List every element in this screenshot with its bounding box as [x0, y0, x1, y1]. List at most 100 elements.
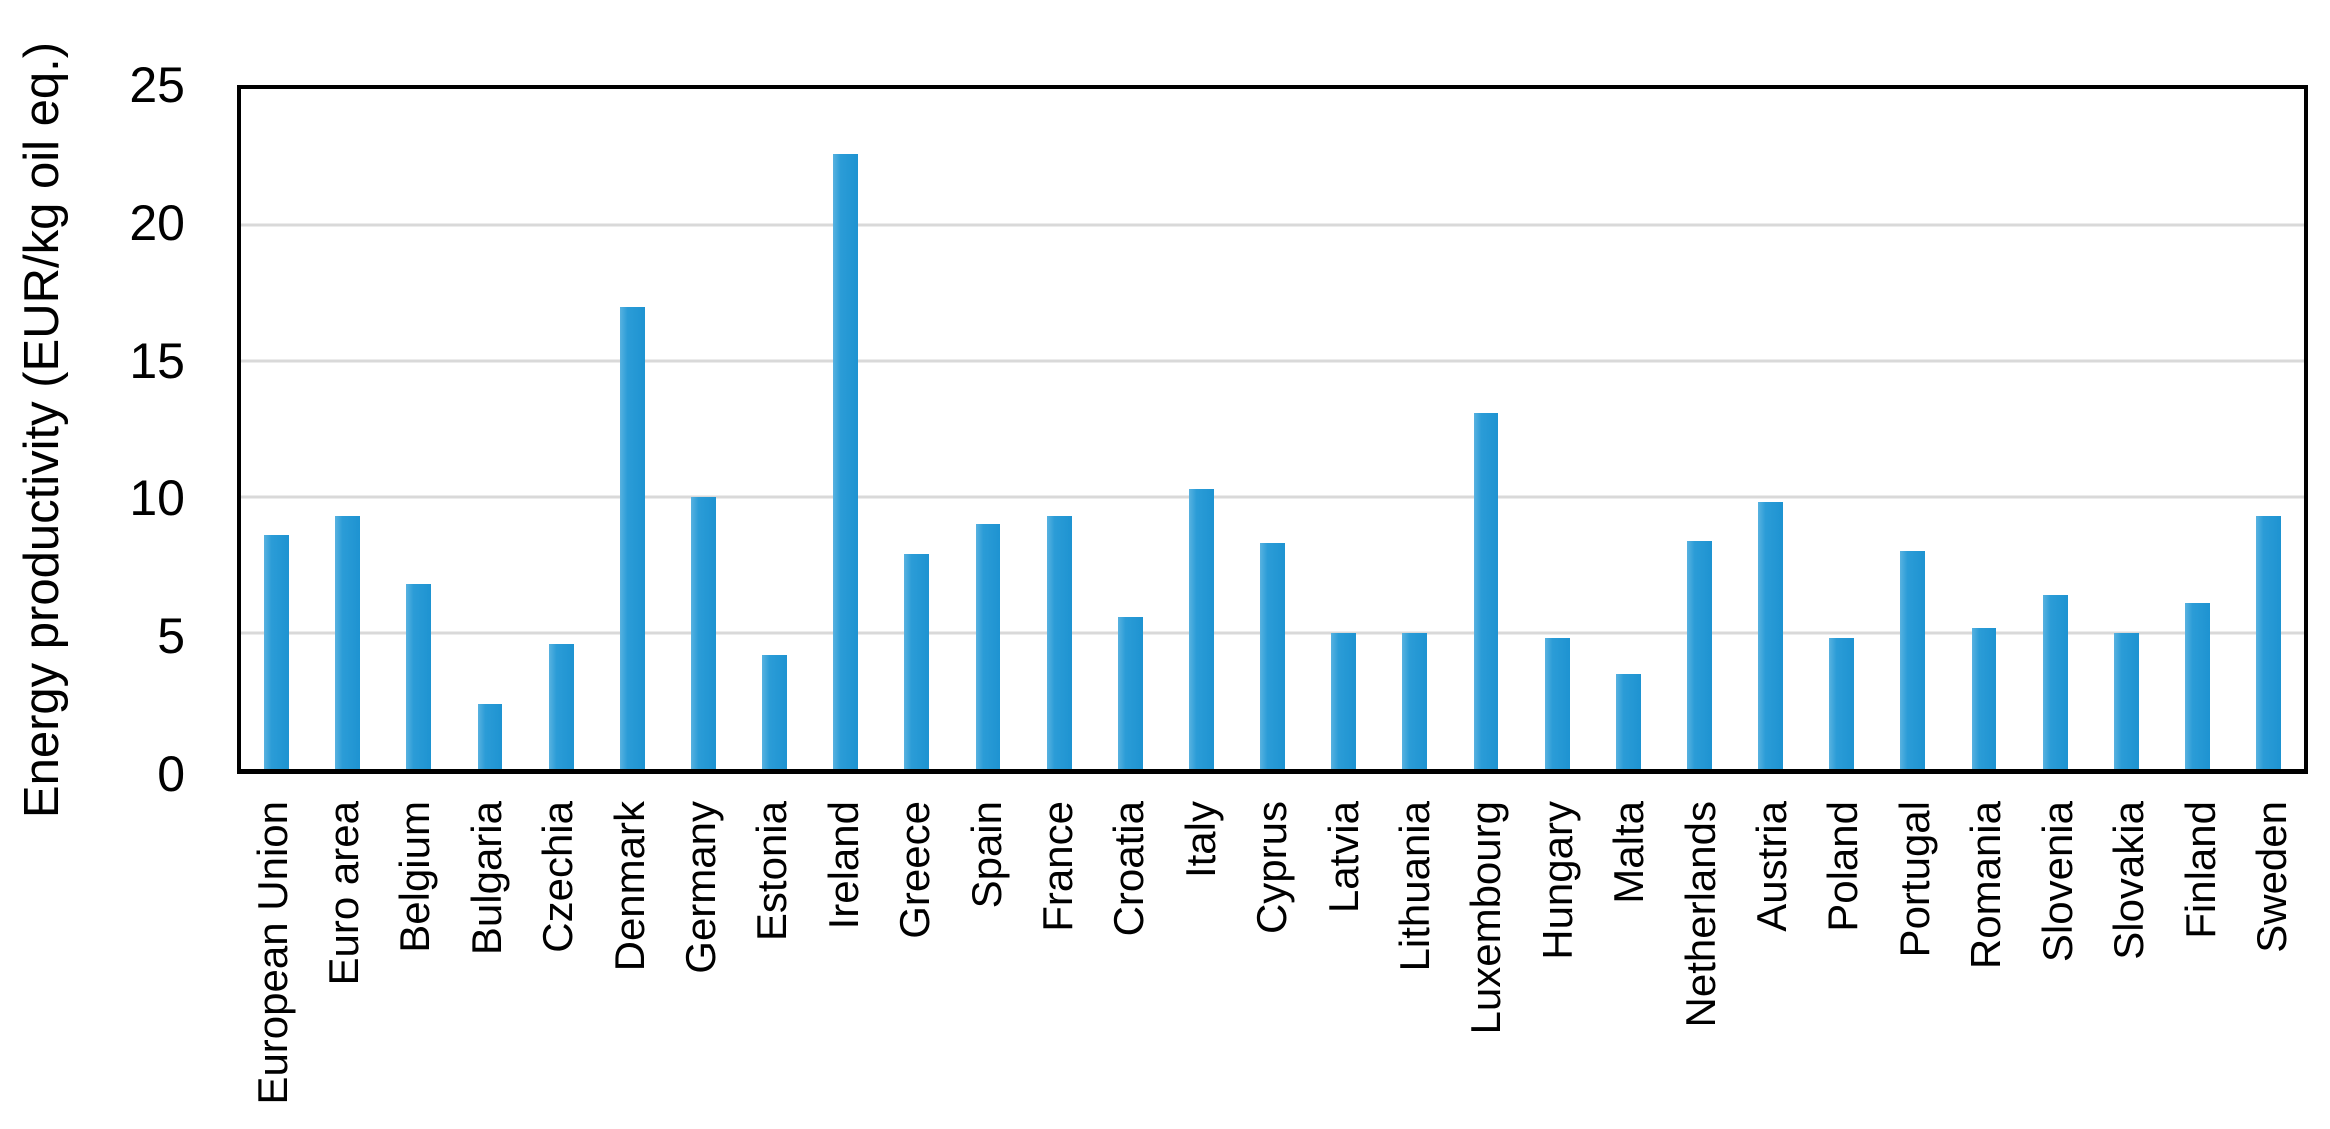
bar-slot-hungary	[1522, 89, 1593, 769]
bar-slot-slovenia	[2020, 89, 2091, 769]
bar-slot-malta	[1593, 89, 1664, 769]
bar-germany	[690, 497, 716, 769]
x-label-netherlands: Netherlands	[1676, 801, 1724, 1028]
bar-austria	[1758, 502, 1783, 769]
bar-slot-sweden	[2233, 89, 2304, 769]
gridline-10	[241, 495, 2304, 499]
x-label-cell-cyprus: Cyprus	[1237, 801, 1308, 1129]
bar-finland	[2184, 603, 2210, 769]
x-label-cell-luxembourg: Luxembourg	[1451, 801, 1522, 1129]
y-tick-label-10: 10	[129, 470, 185, 527]
x-label-cell-malta: Malta	[1594, 801, 1665, 1129]
x-label-cell-sweden: Sweden	[2236, 801, 2307, 1129]
bar-ireland	[833, 154, 859, 769]
x-label-cell-european-union: European Union	[237, 801, 308, 1129]
bar-slot-france	[1024, 89, 1095, 769]
y-tick-label-25: 25	[129, 57, 185, 113]
x-label-cell-ireland: Ireland	[808, 801, 879, 1129]
x-label-cell-hungary: Hungary	[1522, 801, 1593, 1129]
x-label-cell-denmark: Denmark	[594, 801, 665, 1129]
x-label-slovenia: Slovenia	[2033, 801, 2081, 963]
bar-czechia	[548, 643, 574, 769]
y-tick-label-20: 20	[129, 194, 185, 251]
plot-area	[237, 85, 2308, 774]
x-label-sweden: Sweden	[2247, 801, 2295, 953]
bar-slot-italy	[1166, 89, 1237, 769]
y-axis-tick-labels: 0 5 10 15 20 25	[0, 60, 185, 799]
x-label-croatia: Croatia	[1105, 801, 1153, 937]
x-label-lithuania: Lithuania	[1391, 801, 1439, 972]
bar-slot-finland	[2162, 89, 2233, 769]
x-label-luxembourg: Luxembourg	[1462, 801, 1510, 1035]
x-label-portugal: Portugal	[1890, 801, 1938, 958]
bar-lithuania	[1402, 633, 1428, 769]
bars-layer	[241, 89, 2304, 769]
bar-slot-germany	[668, 89, 739, 769]
x-label-france: France	[1034, 801, 1082, 932]
x-label-cell-bulgaria: Bulgaria	[451, 801, 522, 1129]
x-label-cell-poland: Poland	[1808, 801, 1879, 1129]
x-label-cell-austria: Austria	[1737, 801, 1808, 1129]
bar-netherlands	[1686, 540, 1712, 769]
x-label-denmark: Denmark	[605, 801, 653, 972]
bar-slot-belgium	[383, 89, 454, 769]
bar-greece	[904, 554, 930, 769]
bar-slot-ireland	[810, 89, 881, 769]
x-label-austria: Austria	[1748, 801, 1796, 932]
x-label-hungary: Hungary	[1533, 801, 1581, 960]
bar-romania	[1971, 627, 1997, 769]
bar-italy	[1188, 488, 1214, 769]
x-label-cell-slovenia: Slovenia	[2022, 801, 2093, 1129]
bar-denmark	[619, 306, 645, 769]
bar-slovakia	[2113, 633, 2139, 769]
x-label-cell-portugal: Portugal	[1879, 801, 1950, 1129]
bar-slot-latvia	[1308, 89, 1379, 769]
bar-slot-cyprus	[1237, 89, 1308, 769]
bar-latvia	[1331, 633, 1357, 769]
x-label-ireland: Ireland	[819, 801, 867, 930]
x-label-italy: Italy	[1176, 801, 1224, 879]
bar-slot-euro-area	[312, 89, 383, 769]
y-tick-label-5: 5	[157, 608, 185, 665]
x-label-cell-lithuania: Lithuania	[1380, 801, 1451, 1129]
bar-slovenia	[2042, 594, 2068, 769]
bar-cyprus	[1260, 543, 1285, 769]
x-label-cell-belgium: Belgium	[380, 801, 451, 1129]
x-label-germany: Germany	[676, 801, 724, 974]
x-label-cell-czechia: Czechia	[523, 801, 594, 1129]
x-label-cell-euro-area: Euro area	[308, 801, 379, 1129]
bar-estonia	[762, 654, 787, 769]
bar-slot-czechia	[526, 89, 597, 769]
bar-france	[1046, 516, 1072, 769]
x-label-cell-greece: Greece	[880, 801, 951, 1129]
x-label-greece: Greece	[891, 801, 939, 939]
bar-slot-slovakia	[2091, 89, 2162, 769]
x-label-european-union: European Union	[248, 801, 296, 1105]
x-label-euro-area: Euro area	[319, 801, 367, 986]
x-label-cell-netherlands: Netherlands	[1665, 801, 1736, 1129]
bar-bulgaria	[477, 703, 503, 769]
bar-slot-luxembourg	[1450, 89, 1521, 769]
x-label-czechia: Czechia	[534, 801, 582, 953]
bar-slot-romania	[1948, 89, 2019, 769]
x-label-cell-france: France	[1022, 801, 1093, 1129]
bar-slot-bulgaria	[454, 89, 525, 769]
bar-slot-greece	[881, 89, 952, 769]
y-tick-label-15: 15	[129, 332, 185, 389]
bar-belgium	[406, 584, 432, 769]
x-label-cell-italy: Italy	[1165, 801, 1236, 1129]
bar-slot-austria	[1735, 89, 1806, 769]
x-label-spain: Spain	[962, 801, 1010, 909]
x-axis-category-labels: European Union Euro area Belgium Bulgaria Cz…	[237, 801, 2308, 1129]
bar-european-union	[264, 535, 290, 769]
bar-slot-portugal	[1877, 89, 1948, 769]
x-label-cyprus: Cyprus	[1248, 801, 1296, 935]
x-label-romania: Romania	[1962, 801, 2010, 970]
bar-euro-area	[335, 516, 361, 769]
bar-poland	[1829, 638, 1855, 769]
bar-slot-poland	[1806, 89, 1877, 769]
x-label-cell-croatia: Croatia	[1094, 801, 1165, 1129]
bar-slot-spain	[952, 89, 1023, 769]
x-label-cell-germany: Germany	[665, 801, 736, 1129]
gridline-15	[241, 359, 2304, 363]
